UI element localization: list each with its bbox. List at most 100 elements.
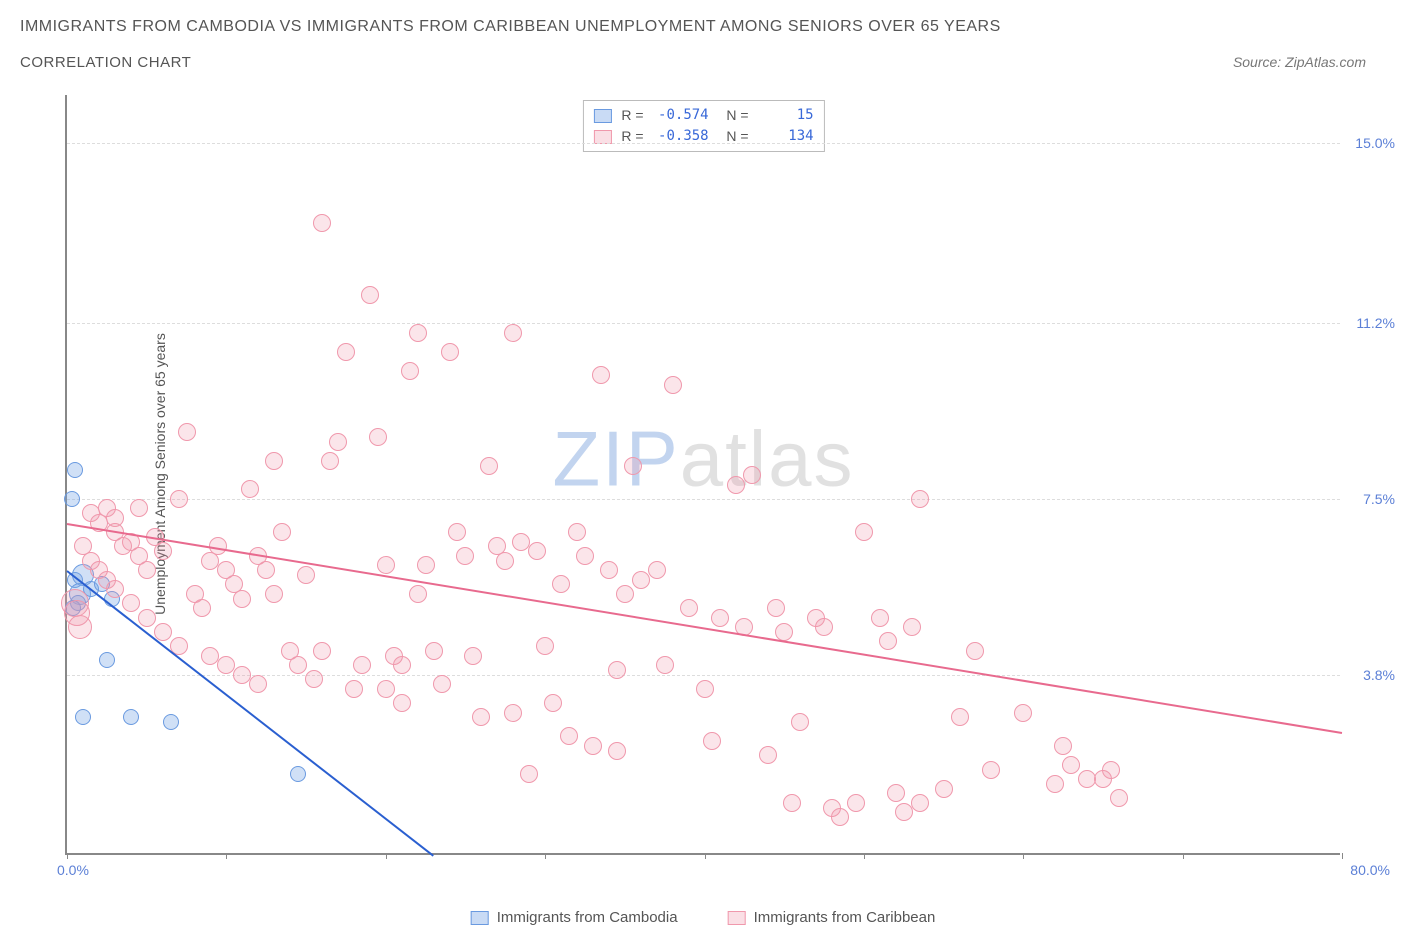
data-point xyxy=(249,675,267,693)
data-point xyxy=(241,480,259,498)
x-tick-mark xyxy=(386,853,387,859)
data-point xyxy=(345,680,363,698)
data-point xyxy=(464,647,482,665)
r-value: -0.358 xyxy=(654,126,709,147)
x-tick-mark xyxy=(67,853,68,859)
data-point xyxy=(193,599,211,617)
x-tick-mark xyxy=(864,853,865,859)
legend-swatch xyxy=(471,911,489,925)
x-tick-mark xyxy=(1023,853,1024,859)
legend-label: Immigrants from Caribbean xyxy=(754,909,936,926)
subtitle-row: CORRELATION CHART Source: ZipAtlas.com xyxy=(20,54,1386,71)
data-point xyxy=(290,766,306,782)
data-point xyxy=(775,623,793,641)
data-point xyxy=(966,642,984,660)
data-point xyxy=(297,566,315,584)
data-point xyxy=(743,466,761,484)
data-point xyxy=(417,556,435,574)
x-tick-mark xyxy=(545,853,546,859)
data-point xyxy=(170,490,188,508)
data-point xyxy=(154,542,172,560)
data-point xyxy=(257,561,275,579)
data-point xyxy=(433,675,451,693)
data-point xyxy=(727,476,745,494)
data-point xyxy=(855,523,873,541)
data-point xyxy=(767,599,785,617)
data-point xyxy=(329,433,347,451)
data-point xyxy=(393,694,411,712)
data-point xyxy=(233,590,251,608)
grid-line xyxy=(67,323,1340,324)
y-tick-label: 11.2% xyxy=(1345,315,1395,331)
data-point xyxy=(592,366,610,384)
data-point xyxy=(560,727,578,745)
data-point xyxy=(138,609,156,627)
data-point xyxy=(935,780,953,798)
data-point xyxy=(648,561,666,579)
data-point xyxy=(1054,737,1072,755)
grid-line xyxy=(67,143,1340,144)
data-point xyxy=(123,709,139,725)
data-point xyxy=(122,594,140,612)
data-point xyxy=(831,808,849,826)
data-point xyxy=(696,680,714,698)
data-point xyxy=(472,708,490,726)
data-point xyxy=(871,609,889,627)
data-point xyxy=(536,637,554,655)
data-point xyxy=(711,609,729,627)
legend-item: Immigrants from Cambodia xyxy=(471,909,678,926)
trend-line xyxy=(66,570,434,857)
y-tick-label: 3.8% xyxy=(1345,667,1395,683)
data-point xyxy=(377,556,395,574)
x-tick-mark xyxy=(226,853,227,859)
n-value: 134 xyxy=(759,126,814,147)
data-point xyxy=(600,561,618,579)
legend-item: Immigrants from Caribbean xyxy=(728,909,936,926)
plot-area: Unemployment Among Seniors over 65 years… xyxy=(65,95,1340,855)
data-point xyxy=(496,552,514,570)
correlation-legend: R =-0.574 N =15R = -0.358 N = 134 xyxy=(582,100,824,152)
data-point xyxy=(504,324,522,342)
x-tick-mark xyxy=(1342,853,1343,859)
data-point xyxy=(656,656,674,674)
y-tick-label: 15.0% xyxy=(1345,135,1395,151)
x-tick-mark xyxy=(705,853,706,859)
x-tick-mark xyxy=(1183,853,1184,859)
y-tick-label: 7.5% xyxy=(1345,491,1395,507)
data-point xyxy=(887,784,905,802)
data-point xyxy=(369,428,387,446)
trend-line xyxy=(67,523,1342,734)
data-point xyxy=(951,708,969,726)
legend-swatch xyxy=(728,911,746,925)
data-point xyxy=(1110,789,1128,807)
data-point xyxy=(911,490,929,508)
data-point xyxy=(401,362,419,380)
data-point xyxy=(67,462,83,478)
data-point xyxy=(337,343,355,361)
data-point xyxy=(456,547,474,565)
data-point xyxy=(178,423,196,441)
r-label: R = xyxy=(621,105,643,126)
correlation-row: R =-0.574 N =15 xyxy=(593,105,813,126)
data-point xyxy=(791,713,809,731)
data-point xyxy=(425,642,443,660)
data-point xyxy=(624,457,642,475)
x-min-label: 0.0% xyxy=(57,862,89,878)
data-point xyxy=(393,656,411,674)
r-label: R = xyxy=(621,126,643,147)
series-legend: Immigrants from Cambodia Immigrants from … xyxy=(471,909,936,926)
data-point xyxy=(305,670,323,688)
data-point xyxy=(377,680,395,698)
data-point xyxy=(895,803,913,821)
data-point xyxy=(138,561,156,579)
legend-label: Immigrants from Cambodia xyxy=(497,909,678,926)
data-point xyxy=(75,709,91,725)
n-label: N = xyxy=(719,105,749,126)
data-point xyxy=(68,615,92,639)
data-point xyxy=(289,656,307,674)
chart-subtitle: CORRELATION CHART xyxy=(20,54,191,71)
data-point xyxy=(441,343,459,361)
data-point xyxy=(608,661,626,679)
data-point xyxy=(703,732,721,750)
data-point xyxy=(480,457,498,475)
